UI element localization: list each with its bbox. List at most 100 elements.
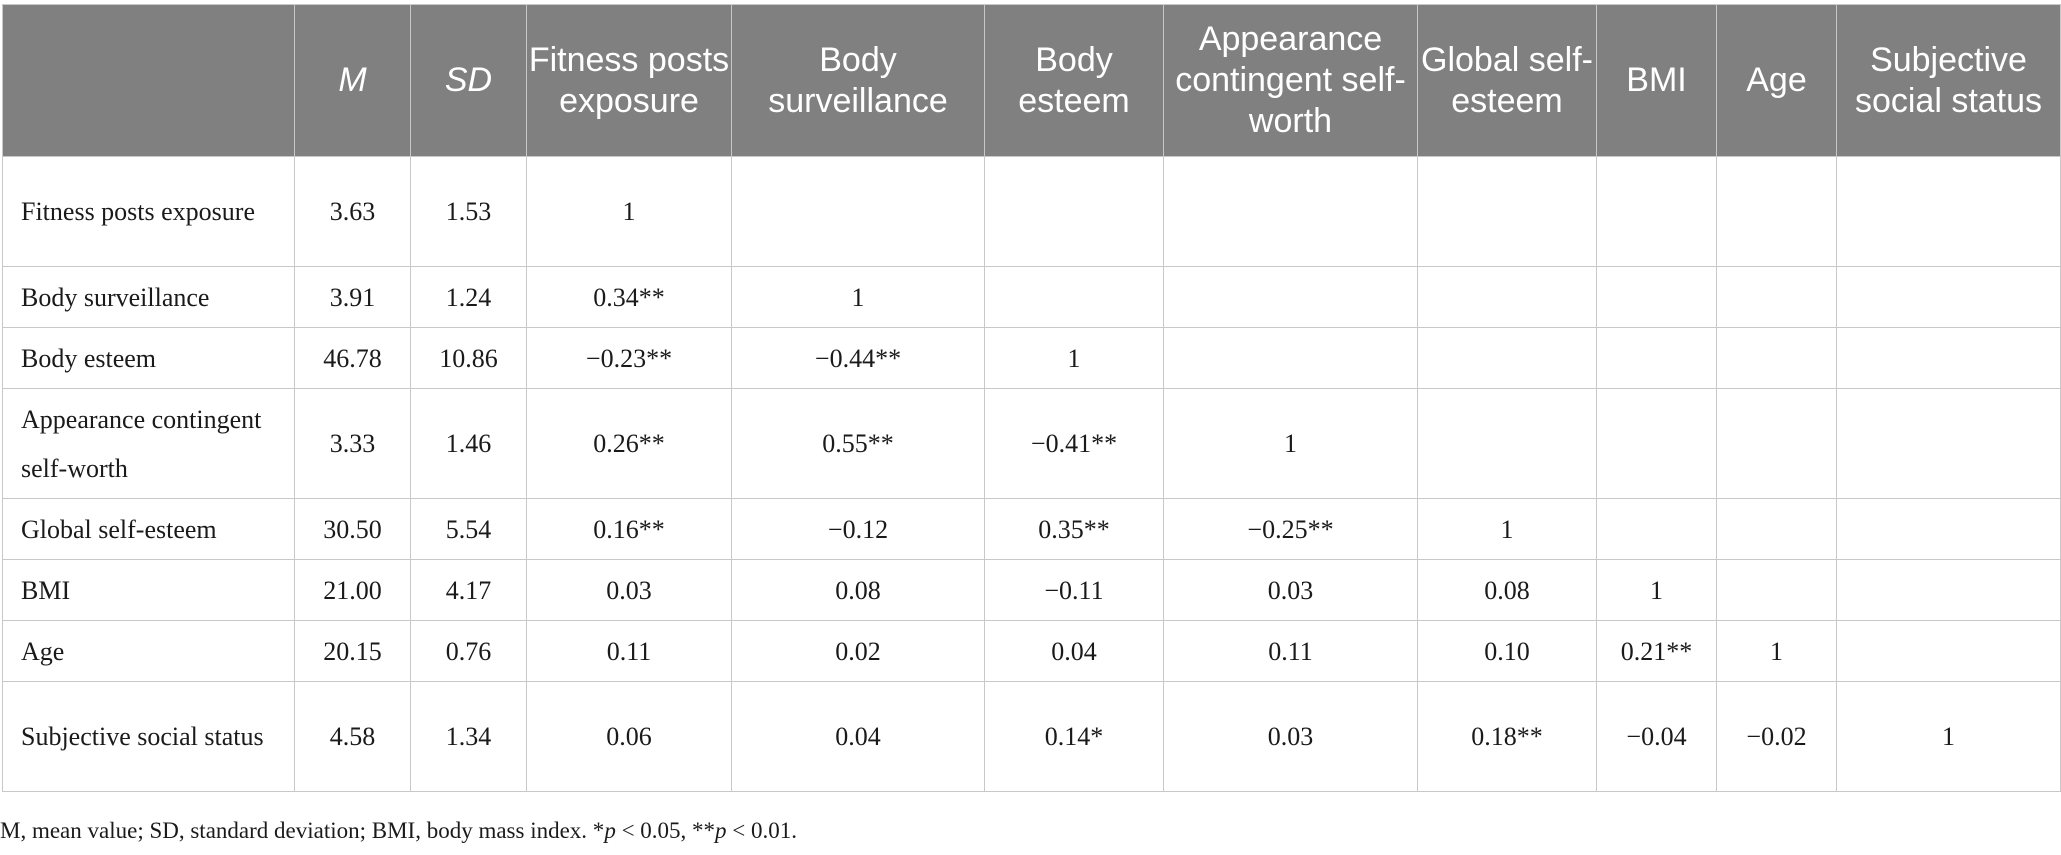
cell-value: 1 <box>1596 559 1717 621</box>
correlation-table: M SD Fitness posts exposure Body surveil… <box>2 4 2061 792</box>
cell-value <box>1716 266 1837 328</box>
cell-value: 0.26** <box>526 388 732 499</box>
cell-value: 0.04 <box>984 620 1164 682</box>
header-bmi: BMI <box>1596 4 1717 157</box>
row-label: Body surveillance <box>2 266 295 328</box>
header-global-self-esteem: Global self-esteem <box>1417 4 1597 157</box>
row-label: Body esteem <box>2 327 295 389</box>
cell-value <box>1836 156 2061 267</box>
row-label: Subjective social status <box>2 681 295 792</box>
cell-value <box>1716 327 1837 389</box>
cell-value <box>1836 327 2061 389</box>
header-age: Age <box>1716 4 1837 157</box>
cell-value <box>1417 266 1597 328</box>
cell-mean: 4.58 <box>294 681 411 792</box>
row-label: Fitness posts exposure <box>2 156 295 267</box>
cell-value <box>1417 156 1597 267</box>
cell-value: −0.44** <box>731 327 985 389</box>
cell-mean: 46.78 <box>294 327 411 389</box>
cell-value: 1 <box>1163 388 1418 499</box>
cell-value: 0.21** <box>1596 620 1717 682</box>
table-row: BMI 21.00 4.17 0.03 0.08 −0.11 0.03 0.08… <box>2 559 2061 621</box>
cell-value: −0.23** <box>526 327 732 389</box>
cell-value: −0.25** <box>1163 498 1418 560</box>
table-header: M SD Fitness posts exposure Body surveil… <box>2 4 2061 157</box>
cell-sd: 1.24 <box>410 266 527 328</box>
cell-value <box>1596 327 1717 389</box>
cell-value <box>1716 498 1837 560</box>
cell-value: 0.06 <box>526 681 732 792</box>
header-sd: SD <box>410 4 527 157</box>
cell-value <box>1716 559 1837 621</box>
cell-value: 0.08 <box>1417 559 1597 621</box>
cell-value <box>1716 388 1837 499</box>
cell-value: 0.18** <box>1417 681 1597 792</box>
cell-value <box>1836 266 2061 328</box>
cell-value <box>1836 559 2061 621</box>
cell-mean: 20.15 <box>294 620 411 682</box>
cell-mean: 21.00 <box>294 559 411 621</box>
cell-value: −0.02 <box>1716 681 1837 792</box>
cell-value: 0.10 <box>1417 620 1597 682</box>
header-row: M SD Fitness posts exposure Body surveil… <box>2 4 2061 157</box>
footnote-p-symbol: p <box>604 818 616 843</box>
cell-value: 1 <box>1836 681 2061 792</box>
cell-value <box>1716 156 1837 267</box>
cell-value: 0.34** <box>526 266 732 328</box>
table-row: Body esteem 46.78 10.86 −0.23** −0.44** … <box>2 327 2061 389</box>
cell-value: 1 <box>1417 498 1597 560</box>
footnote-suffix: < 0.01. <box>726 818 798 843</box>
row-label: Global self-esteem <box>2 498 295 560</box>
row-label: Appearance contingent self-worth <box>2 388 295 499</box>
cell-value <box>1417 327 1597 389</box>
cell-value: 0.08 <box>731 559 985 621</box>
table-row: Age 20.15 0.76 0.11 0.02 0.04 0.11 0.10 … <box>2 620 2061 682</box>
cell-value <box>1163 266 1418 328</box>
cell-value: 1 <box>526 156 732 267</box>
cell-sd: 1.34 <box>410 681 527 792</box>
cell-value: 0.35** <box>984 498 1164 560</box>
table-footnote: M, mean value; SD, standard deviation; B… <box>0 815 797 847</box>
table-row: Appearance contingent self-worth 3.33 1.… <box>2 388 2061 499</box>
cell-value: 1 <box>1716 620 1837 682</box>
header-fitness-posts-exposure: Fitness posts exposure <box>526 4 732 157</box>
table-body: Fitness posts exposure 3.63 1.53 1 Body … <box>2 156 2061 792</box>
table-row: Global self-esteem 30.50 5.54 0.16** −0.… <box>2 498 2061 560</box>
table-row: Body surveillance 3.91 1.24 0.34** 1 <box>2 266 2061 328</box>
cell-value: 0.04 <box>731 681 985 792</box>
footnote-p-symbol: p <box>715 818 727 843</box>
cell-sd: 0.76 <box>410 620 527 682</box>
cell-value: 0.14* <box>984 681 1164 792</box>
cell-value: −0.11 <box>984 559 1164 621</box>
cell-value: 0.03 <box>1163 681 1418 792</box>
header-body-surveillance: Body surveillance <box>731 4 985 157</box>
cell-value: −0.41** <box>984 388 1164 499</box>
cell-value: 0.02 <box>731 620 985 682</box>
header-appearance-contingent-self-worth: Appearance contingent self-worth <box>1163 4 1418 157</box>
cell-value <box>1163 156 1418 267</box>
header-subjective-social-status: Subjective social status <box>1836 4 2061 157</box>
table-row: Fitness posts exposure 3.63 1.53 1 <box>2 156 2061 267</box>
cell-value: 1 <box>984 327 1164 389</box>
cell-value <box>731 156 985 267</box>
cell-value: 0.03 <box>1163 559 1418 621</box>
cell-value <box>1836 388 2061 499</box>
cell-sd: 5.54 <box>410 498 527 560</box>
cell-value <box>1163 327 1418 389</box>
cell-value <box>984 266 1164 328</box>
cell-mean: 3.91 <box>294 266 411 328</box>
cell-sd: 1.46 <box>410 388 527 499</box>
row-label: Age <box>2 620 295 682</box>
header-mean: M <box>294 4 411 157</box>
header-blank <box>2 4 295 157</box>
row-label: BMI <box>2 559 295 621</box>
cell-sd: 10.86 <box>410 327 527 389</box>
cell-value <box>1596 388 1717 499</box>
cell-sd: 1.53 <box>410 156 527 267</box>
cell-value <box>984 156 1164 267</box>
cell-value <box>1596 498 1717 560</box>
cell-value <box>1417 388 1597 499</box>
cell-value: −0.04 <box>1596 681 1717 792</box>
cell-mean: 30.50 <box>294 498 411 560</box>
cell-value: 1 <box>731 266 985 328</box>
